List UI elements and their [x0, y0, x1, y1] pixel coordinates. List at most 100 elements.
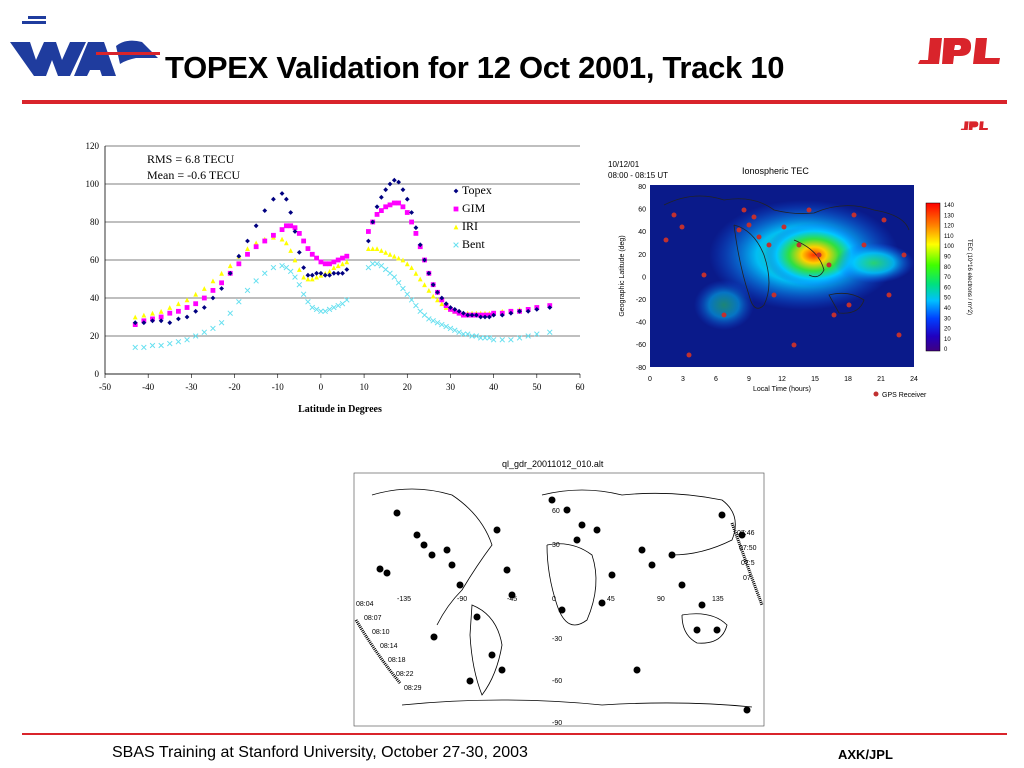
track-time-label: 07:50: [739, 545, 757, 552]
gim-point: [296, 231, 302, 236]
bent-point: [167, 340, 173, 347]
y-tick-label: 0: [95, 369, 100, 379]
iri-point: [422, 282, 427, 288]
title-divider: [22, 100, 1007, 104]
gim-point: [366, 229, 371, 234]
x-tick-label: -50: [99, 382, 111, 392]
gim-point: [340, 255, 345, 261]
tec-y-tick: -60: [636, 342, 646, 349]
bent-point: [456, 329, 462, 335]
jpl-small-logo: [960, 121, 988, 130]
track-right-arc: [730, 522, 764, 606]
jpl-logo: [918, 38, 1000, 64]
iri-point: [409, 265, 414, 270]
bent-point: [283, 264, 290, 271]
tec-x-tick: 12: [778, 376, 786, 383]
colorbar-tick: 100: [944, 244, 955, 250]
topex-point: [374, 204, 380, 210]
topex-point: [517, 308, 522, 314]
topex-point: [150, 318, 155, 324]
iri-point: [184, 297, 190, 303]
bent-point: [482, 335, 488, 341]
gim-point: [292, 225, 298, 231]
bent-point: [490, 337, 497, 343]
gim-point: [387, 202, 393, 208]
tec-x-tick: 6: [714, 376, 718, 383]
bent-point: [296, 281, 303, 288]
bent-point: [141, 344, 147, 351]
bent-point: [464, 331, 471, 337]
iri-point: [383, 250, 389, 255]
iri-point: [158, 308, 164, 314]
tec-date: 10/12/01: [608, 160, 640, 169]
colorbar-tick: 40: [944, 306, 951, 312]
topex-point: [184, 314, 190, 320]
tec-title: Ionospheric TEC: [742, 166, 809, 176]
bent-legend-marker: [453, 242, 459, 248]
iri-point: [176, 301, 181, 307]
gim-point: [176, 308, 181, 314]
gim-point: [344, 253, 350, 259]
iri-point: [426, 288, 432, 293]
iri-point: [396, 255, 402, 261]
topex-point: [210, 295, 216, 301]
bent-point: [132, 344, 138, 351]
x-tick-label: -40: [142, 382, 154, 392]
topex-point: [417, 242, 423, 248]
topex-point: [283, 196, 289, 202]
track-time-label: 08:10: [372, 629, 390, 636]
bent-point: [378, 262, 385, 269]
iri-point: [288, 248, 294, 253]
bent-point: [331, 304, 337, 311]
iri-point: [391, 253, 397, 259]
bent-point: [426, 316, 432, 322]
topex-point: [366, 238, 371, 244]
y-tick-label: 100: [86, 179, 100, 189]
topex-point: [193, 308, 199, 314]
longitude-label: -45: [507, 596, 517, 603]
topex-point: [309, 272, 315, 278]
gim-point: [283, 223, 289, 229]
bent-point: [218, 319, 225, 326]
bent-point: [439, 321, 445, 328]
gim-point: [327, 261, 332, 267]
topex-legend-marker: [453, 188, 459, 194]
y-tick-label: 20: [90, 331, 100, 341]
longitude-label: 0: [552, 596, 556, 603]
longitude-label: 90: [657, 596, 665, 603]
tec-time-range: 08:00 - 08:15 UT: [608, 171, 668, 180]
iri-point: [387, 251, 393, 257]
longitude-label: 45: [607, 596, 615, 603]
bent-point: [443, 323, 449, 330]
bent-point: [309, 304, 316, 311]
topex-point: [409, 210, 414, 215]
x-tick-label: 10: [360, 382, 370, 392]
bent-point: [326, 306, 333, 313]
track-time-label: 08:18: [388, 657, 406, 664]
bent-point: [391, 274, 398, 280]
topex-point: [443, 301, 449, 307]
bent-point: [305, 299, 311, 305]
bent-point: [227, 310, 233, 316]
topex-point: [370, 219, 376, 225]
iri-point: [305, 276, 311, 282]
iri-point: [132, 314, 138, 320]
bent-point: [300, 291, 307, 297]
latitude-label: -30: [552, 636, 562, 643]
topex-point: [305, 272, 311, 278]
colorbar-tick: 130: [944, 213, 955, 219]
x-tick-label: 30: [446, 382, 456, 392]
track-time-label: 07:46: [737, 530, 755, 537]
topex-point: [167, 320, 173, 326]
topex-point: [478, 314, 484, 320]
topex-point: [404, 196, 410, 202]
gim-point: [378, 208, 384, 213]
iri-point: [245, 246, 250, 251]
gim-point: [314, 255, 319, 261]
bent-point: [236, 299, 242, 305]
latitude-tec-chart: 0 20 40 60 80 100 120 -50 -40 -30 -20 -10 0 10 20 30 40 5…: [86, 141, 586, 415]
iri-point: [292, 257, 298, 263]
iri-point: [335, 263, 341, 269]
iri-point: [301, 274, 307, 280]
x-tick-label: -20: [229, 382, 241, 392]
